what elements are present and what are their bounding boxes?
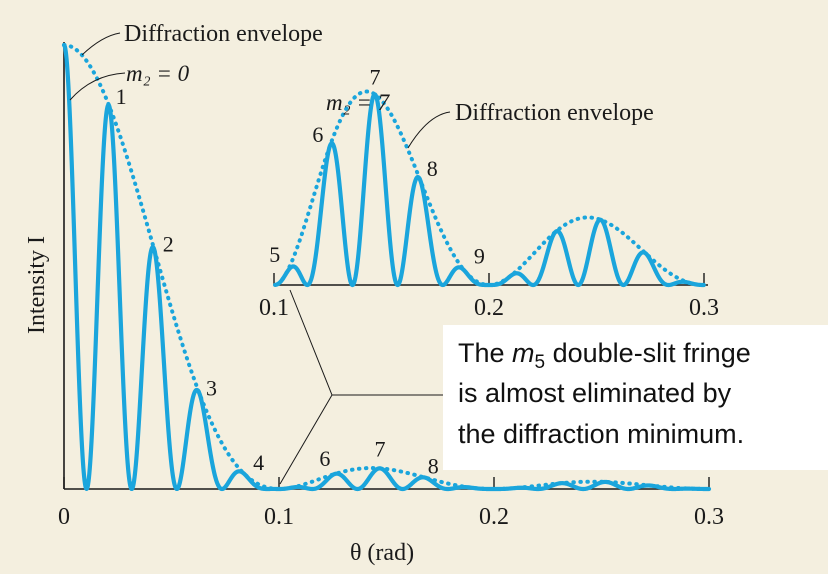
envelope-main-leader — [81, 32, 121, 56]
fringe-label: 8 — [427, 156, 438, 181]
inset-x-tick-labels: 0.1 0.2 0.3 — [259, 295, 719, 321]
callout-line-3: the diffraction minimum. — [458, 419, 744, 449]
fringe-label: 9 — [474, 244, 485, 269]
fringe-label: 3 — [206, 376, 217, 401]
fringe-label: 5 — [269, 242, 280, 267]
callout-line-2: is almost eliminated by — [458, 378, 732, 408]
x-axis-label: θ (rad) — [350, 540, 414, 566]
callout-box — [443, 325, 828, 470]
callout-leader-main — [279, 394, 333, 485]
inset-x-tick-label: 0.2 — [474, 295, 504, 321]
fringe-label: 7 — [370, 64, 381, 89]
callout-leader-inset — [289, 289, 455, 396]
inset-x-tick-label: 0.3 — [689, 295, 719, 321]
inset-diffraction-envelope — [280, 89, 706, 288]
main-x-tick-label: 0 — [58, 504, 70, 530]
fringe-label: 2 — [163, 232, 174, 257]
inset-fringe-labels: 5 6 7 8 9 — [269, 64, 485, 268]
envelope-inset-label: Diffraction envelope — [455, 100, 654, 126]
fringe-label: 4 — [253, 450, 264, 475]
m2-main-leader — [69, 72, 126, 101]
main-x-tick-label: 0.3 — [694, 504, 724, 530]
m2-main-label: m₂ = 0 — [126, 61, 190, 86]
envelope-main-label: Diffraction envelope — [124, 21, 323, 47]
main-x-tick-label: 0.1 — [264, 504, 294, 530]
fringe-label: 8 — [428, 454, 439, 479]
fringe-label: 7 — [375, 436, 386, 461]
fringe-label: 6 — [319, 446, 330, 471]
main-intensity-curve — [61, 42, 712, 492]
inset-x-tick-label: 0.1 — [259, 295, 289, 321]
fringe-label: 1 — [116, 84, 127, 109]
main-x-tick-label: 0.2 — [479, 504, 509, 530]
envelope-inset-leader — [407, 111, 451, 149]
y-axis-label: Intensity I — [24, 236, 50, 334]
main-x-tick-labels: 0 0.1 0.2 0.3 — [58, 504, 724, 530]
m2-inset-label: m₂ = 7 — [326, 90, 391, 115]
main-fringe-labels: 1 2 3 4 6 7 8 — [116, 84, 439, 479]
fringe-label: 6 — [312, 122, 323, 147]
callout-line-1: The m5 double-slit fringe — [458, 338, 751, 373]
inset-intensity-curve — [272, 92, 706, 288]
